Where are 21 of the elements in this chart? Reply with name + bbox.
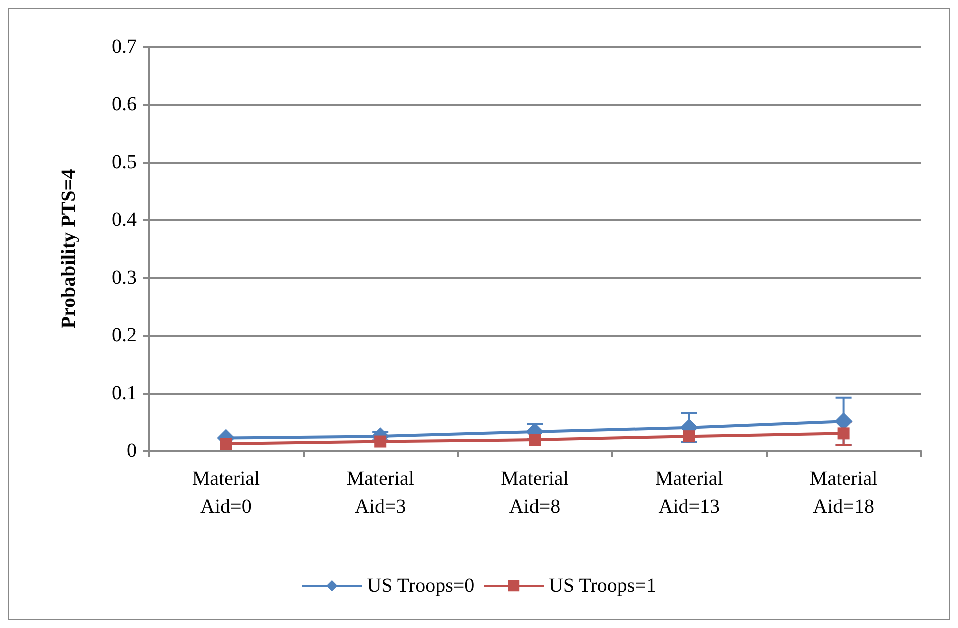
y-tick-label: 0.1 [112,382,137,404]
point [683,430,696,443]
y-axis-title: Probability PTS=4 [58,169,80,329]
y-tick-label: 0.2 [112,324,137,347]
point [838,428,850,440]
point [529,434,541,446]
x-tick-label: Material Aid=0 [192,468,261,518]
x-tick-label: Material Aid=3 [346,468,415,518]
y-tick-label: 0.5 [112,151,137,174]
point [374,436,387,448]
y-tick-label: 0 [127,440,137,462]
y-tick-label: 0.6 [112,94,137,116]
y-tick-label: 0.7 [112,36,137,58]
x-tick-label: Material Aid=13 [656,468,724,518]
x-tick-label: Material Aid=8 [501,468,570,518]
legend-label: US Troops=1 [549,575,656,597]
y-tick-label: 0.4 [112,209,137,232]
y-tick-label: 0.3 [112,266,137,289]
legend-label: US Troops=0 [367,575,475,597]
point [220,438,232,450]
x-tick-label: Material Aid=18 [810,468,878,518]
